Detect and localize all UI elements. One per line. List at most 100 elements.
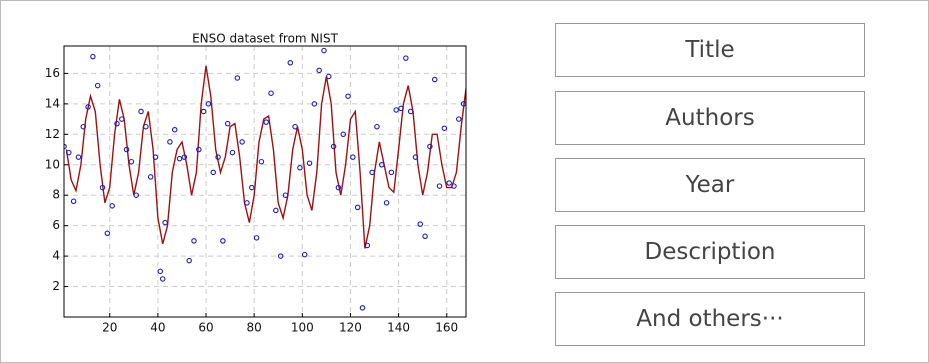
data-point (119, 116, 125, 122)
data-point (220, 238, 226, 244)
data-point (128, 158, 135, 165)
data-point (133, 192, 139, 198)
chart-title: ENSO dataset from NIST (192, 32, 338, 46)
chart: ENSO dataset from NIST 20 40 60 80 100 120 140… (45, 32, 467, 335)
data-point (412, 154, 419, 160)
data-point (253, 235, 260, 241)
x-tick-label: 80 (247, 321, 262, 335)
data-point (157, 268, 164, 275)
data-point (427, 143, 433, 150)
x-tick-label: 40 (150, 321, 165, 335)
data-point (359, 305, 366, 311)
data-point (383, 200, 390, 206)
data-point (354, 204, 361, 211)
data-point (205, 101, 212, 107)
data-point (258, 158, 265, 165)
data-point (292, 123, 298, 130)
data-point (114, 120, 120, 127)
data-point (350, 154, 356, 160)
data-point (210, 169, 216, 176)
data-point (159, 276, 166, 282)
data-point (104, 230, 111, 237)
y-tick-label: 14 (45, 96, 60, 110)
data-point (94, 82, 101, 89)
data-point (66, 149, 72, 156)
data-point (229, 149, 236, 156)
data-point (335, 184, 342, 191)
data-point (224, 120, 231, 127)
label-box: Year (555, 158, 865, 212)
y-tick-label: 8 (52, 188, 60, 202)
data-point (75, 154, 82, 160)
x-tick-label: 120 (339, 321, 362, 335)
data-point (297, 165, 303, 171)
data-point (321, 47, 327, 54)
x-tick-label: 140 (387, 321, 410, 335)
x-tick-label: 20 (102, 321, 117, 335)
plot-frame (63, 45, 467, 318)
data-point (263, 119, 269, 125)
label-box: Description (555, 225, 865, 279)
data-point (191, 238, 197, 244)
data-point (200, 108, 207, 115)
data-point (147, 174, 154, 180)
y-tick-label: 16 (45, 66, 60, 80)
data-point (407, 108, 414, 115)
label-box: And others··· (555, 292, 865, 346)
data-point (268, 90, 274, 96)
data-point (80, 123, 87, 130)
data-point (186, 257, 192, 264)
data-point (143, 123, 149, 130)
x-tick-label: 160 (435, 321, 458, 335)
data-point (176, 155, 183, 162)
data-point (374, 123, 380, 130)
y-tick-label: 12 (45, 127, 60, 141)
x-tick-label: 100 (291, 321, 314, 335)
data-point (316, 67, 322, 74)
data-point (417, 221, 424, 227)
data-point (85, 104, 91, 110)
data-point (162, 219, 168, 226)
data-point (215, 154, 221, 160)
data-point (388, 169, 395, 176)
label-box: Authors (555, 91, 865, 145)
data-point (277, 253, 284, 259)
data-point (441, 125, 448, 131)
data-point (109, 203, 115, 209)
data-point (234, 75, 241, 81)
data-point (287, 59, 294, 66)
data-point (239, 139, 245, 145)
data-point (340, 131, 346, 138)
data-point (422, 233, 428, 240)
data-point (306, 160, 313, 166)
data-point (152, 154, 159, 160)
data-point (196, 146, 202, 153)
y-tick-label: 10 (45, 157, 60, 171)
data-point (345, 93, 351, 99)
data-point (244, 200, 250, 206)
label-box: Title (555, 23, 865, 77)
data-point (326, 73, 332, 80)
y-tick-label: 4 (52, 249, 60, 263)
data-point (398, 105, 404, 112)
data-point (167, 139, 173, 145)
data-point (171, 126, 178, 133)
y-tick-label: 6 (52, 218, 60, 232)
data-point (138, 108, 144, 115)
x-tick-label: 60 (198, 321, 213, 335)
data-point (181, 154, 188, 160)
data-point (311, 101, 318, 107)
data-point (282, 192, 289, 198)
y-tick-label: 2 (52, 279, 60, 293)
data-point (249, 184, 255, 191)
fit-line (65, 65, 466, 249)
data-point (64, 143, 67, 150)
plot (64, 47, 466, 311)
data-point (301, 251, 308, 258)
data-point (364, 242, 371, 249)
data-point (90, 53, 96, 60)
data-point (273, 207, 279, 214)
data-point (330, 143, 337, 150)
data-point (451, 183, 457, 189)
